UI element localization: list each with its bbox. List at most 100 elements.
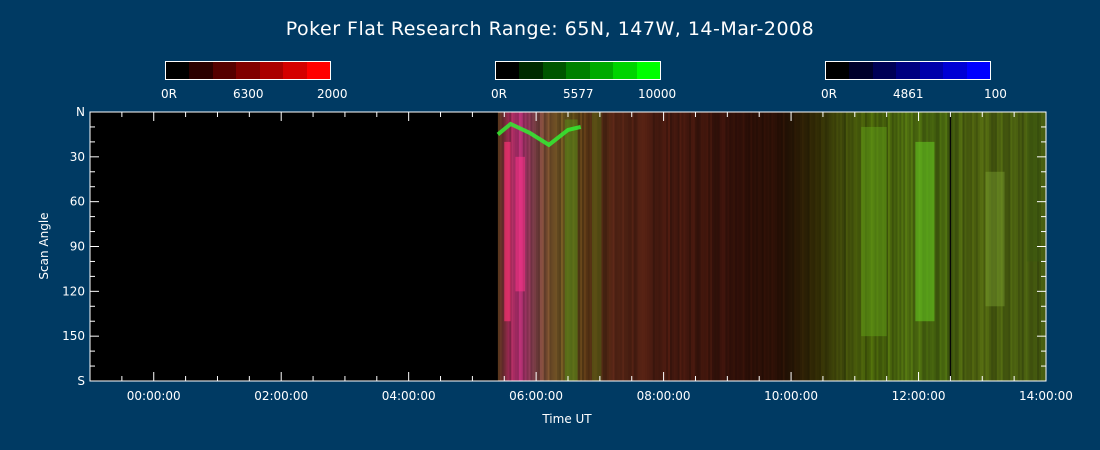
keogram-column — [664, 112, 667, 381]
keogram-column — [681, 112, 684, 381]
keogram-column — [757, 112, 761, 381]
colorbar-swatch — [283, 62, 307, 79]
colorbar-swatch — [613, 62, 637, 79]
aurora-band — [1026, 112, 1040, 262]
keogram-column — [773, 112, 776, 381]
colorbar-max-label: 2000 — [317, 87, 348, 101]
y-tick-label: N — [76, 105, 85, 119]
keogram-column — [889, 112, 893, 381]
aurora-band — [591, 112, 602, 381]
keogram-column — [582, 112, 585, 381]
keogram-column — [501, 112, 505, 381]
keogram-column — [608, 112, 612, 381]
keogram-column — [677, 112, 681, 381]
colorbar-swatch — [189, 62, 213, 79]
keogram-column — [736, 112, 740, 381]
keogram-column — [530, 112, 533, 381]
keogram-column — [526, 112, 530, 381]
keogram-column — [828, 112, 832, 381]
keogram-column — [641, 112, 644, 381]
keogram-column — [658, 112, 662, 381]
colorbar-swatch — [566, 62, 590, 79]
keogram-column — [715, 112, 719, 381]
keogram-column — [891, 112, 895, 381]
colorbar-swatches — [825, 61, 991, 80]
keogram-column — [585, 112, 589, 381]
keogram-column — [635, 112, 639, 381]
colorbar-min-label: 0R — [491, 87, 507, 101]
keogram-column — [633, 112, 637, 381]
keogram-column — [543, 112, 547, 381]
keogram-column — [995, 112, 998, 381]
keogram-column — [756, 112, 759, 381]
keogram-column — [985, 112, 988, 381]
keogram-column — [532, 112, 535, 381]
keogram-column — [849, 112, 853, 381]
keogram-column — [968, 112, 971, 381]
keogram-column — [656, 112, 660, 381]
data-layer — [496, 112, 1046, 381]
aurora-band — [861, 126, 887, 337]
keogram-column — [547, 112, 551, 381]
keogram-column — [901, 112, 904, 381]
keogram-column — [1012, 112, 1015, 381]
keogram-column — [625, 112, 629, 381]
colorbar-swatch — [589, 62, 614, 79]
keogram-column — [539, 112, 543, 381]
x-tick-label: 06:00:00 — [509, 389, 563, 403]
keogram-column — [908, 112, 912, 381]
keogram-column — [499, 112, 503, 381]
colorbar-swatch — [519, 62, 543, 79]
keogram-column — [907, 112, 910, 381]
y-tick-label: 30 — [70, 150, 85, 164]
keogram-column — [798, 112, 801, 381]
keogram-column — [962, 112, 966, 381]
keogram-column — [712, 112, 715, 381]
colorbar-min-label: 0R — [821, 87, 837, 101]
keogram-column — [972, 112, 975, 381]
keogram-column — [977, 112, 981, 381]
keogram-column — [983, 112, 987, 381]
keogram-column — [960, 112, 964, 381]
colorbar-max-label: 100 — [984, 87, 1007, 101]
keogram-column — [1029, 112, 1032, 381]
keogram-column — [721, 112, 725, 381]
keogram-column — [801, 112, 805, 381]
keogram-column — [668, 112, 671, 381]
keogram-column — [541, 112, 545, 381]
keogram-column — [824, 112, 828, 381]
keogram-column — [792, 112, 795, 381]
keogram-column — [545, 112, 549, 381]
colorbar-swatch — [259, 62, 284, 79]
keogram-column — [945, 112, 948, 381]
keogram-column — [614, 112, 618, 381]
keogram-column — [899, 112, 902, 381]
keogram-column — [643, 112, 646, 381]
keogram-column — [534, 112, 537, 381]
y-tick-label: 90 — [70, 240, 85, 254]
keogram-column — [742, 112, 746, 381]
keogram-column — [1016, 112, 1019, 381]
colorbar-line-label: 4861 — [893, 87, 924, 101]
keogram-column — [832, 112, 836, 381]
keogram-column — [673, 112, 677, 381]
keogram-column — [761, 112, 765, 381]
keogram-column — [645, 112, 648, 381]
keogram-column — [970, 112, 973, 381]
keogram-column — [1014, 112, 1017, 381]
y-axis-label: Scan Angle — [37, 212, 51, 279]
keogram-column — [622, 112, 625, 381]
keogram-column — [639, 112, 642, 381]
keogram-column — [763, 112, 767, 381]
aurora-band — [985, 171, 1005, 307]
keogram-column — [796, 112, 799, 381]
keogram-column — [603, 112, 606, 381]
keogram-column — [702, 112, 705, 381]
keogram-column — [859, 112, 862, 381]
keogram-column — [524, 112, 528, 381]
keogram-column — [685, 112, 688, 381]
keogram-column — [647, 112, 650, 381]
keogram-column — [727, 112, 730, 381]
axes: 00:00:00 02:00:00 04:00:00 06:00:00 08:00:00… — [62, 105, 1073, 403]
keogram-column — [815, 112, 818, 381]
